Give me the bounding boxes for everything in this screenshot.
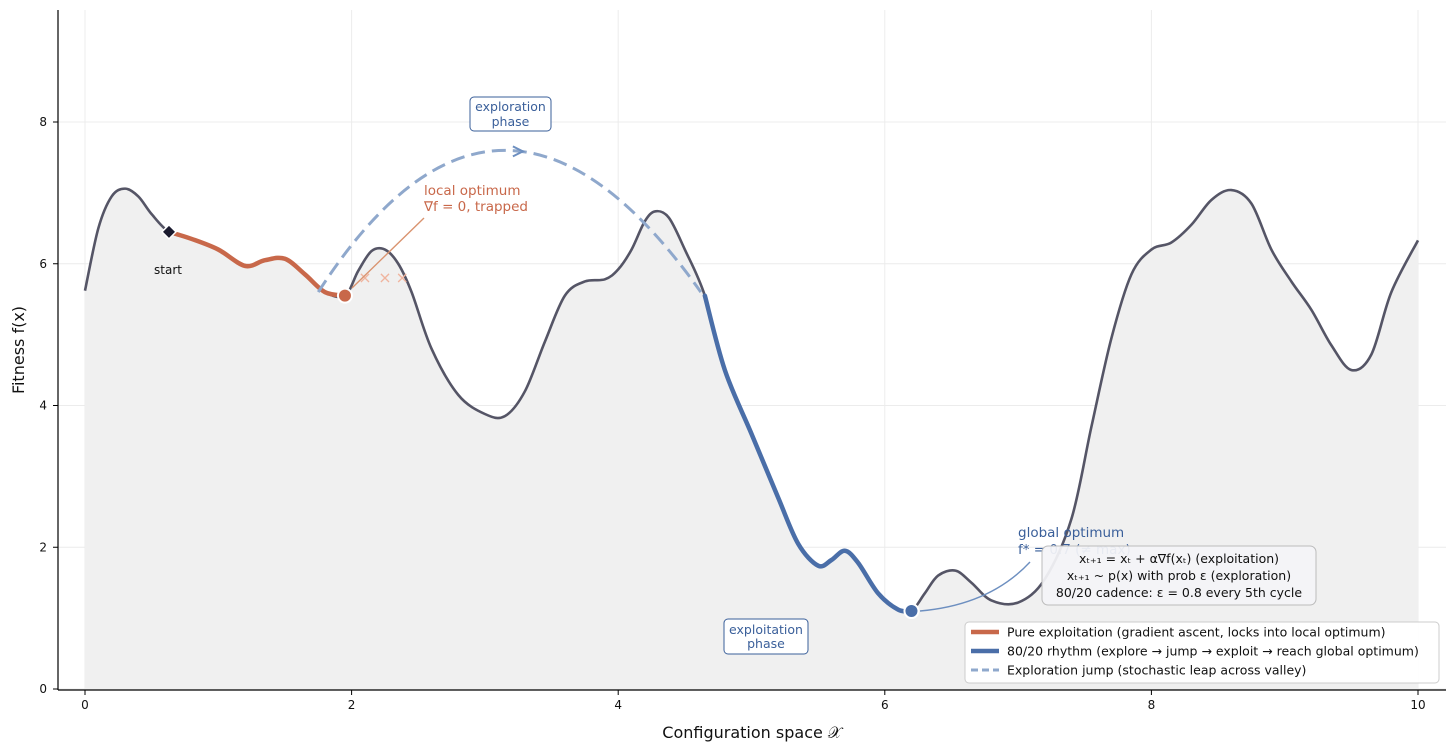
legend: Pure exploitation (gradient ascent, lock… — [964, 621, 1440, 684]
axes — [57, 10, 1446, 691]
axis-ticks: 0 2 4 6 8 10 0 2 4 6 8 — [39, 115, 1425, 712]
pure-exploitation-segment — [166, 229, 348, 298]
local-optimum-label-line1: local optimum — [424, 183, 520, 199]
global-optimum-connector — [919, 561, 1031, 612]
exploration-phase-line2: phase — [492, 114, 530, 129]
x-axis-label: Configuration space 𝒳 — [662, 723, 844, 742]
y-tick-label: 8 — [39, 115, 47, 129]
y-tick-label: 0 — [39, 682, 47, 696]
formula-line3: 80/20 cadence: ε = 0.8 every 5th cycle — [1056, 585, 1303, 600]
exploration-jump-curve — [317, 149, 703, 293]
start-marker — [160, 223, 178, 240]
exploration-phase-line1: exploration — [475, 99, 546, 114]
local-optimum-connector — [351, 217, 425, 289]
global-optimum-marker — [903, 603, 920, 620]
x-tick-label: 8 — [1148, 698, 1156, 712]
formula-box: xₜ₊₁ = xₜ + α∇f(xₜ) (exploitation) xₜ₊₁ … — [1041, 545, 1317, 606]
exploitation-phase-line1: exploitation — [729, 622, 803, 637]
failed-attempt-marker: × — [378, 268, 391, 287]
exploration-jump-arrowhead — [512, 145, 526, 158]
formula-line2: xₜ₊₁ ~ p(x) with prob ε (exploration) — [1067, 568, 1291, 583]
y-tick-label: 4 — [39, 399, 47, 413]
start-label: start — [154, 263, 182, 277]
legend-label-rhythm: 80/20 rhythm (explore → jump → exploit →… — [1007, 644, 1419, 659]
exploration-phase-box: exploration phase — [469, 96, 552, 132]
legend-label-exploitation: Pure exploitation (gradient ascent, lock… — [1007, 625, 1386, 640]
y-tick-label: 6 — [39, 257, 47, 271]
local-optimum-label-line2: ∇f = 0, trapped — [423, 199, 528, 215]
exploitation-phase-box: exploitation phase — [723, 618, 809, 655]
y-axis-label: Fitness f(x) — [9, 306, 28, 394]
x-tick-label: 4 — [614, 698, 622, 712]
local-optimum-marker — [336, 287, 353, 304]
global-optimum-label-line1: global optimum — [1018, 525, 1124, 541]
x-tick-label: 2 — [348, 698, 356, 712]
failed-attempt-marker: × — [396, 268, 409, 287]
x-tick-label: 0 — [81, 698, 89, 712]
point-markers: × × × — [160, 223, 920, 620]
x-tick-label: 10 — [1410, 698, 1425, 712]
exploitation-phase-line2: phase — [747, 636, 785, 651]
formula-line1: xₜ₊₁ = xₜ + α∇f(xₜ) (exploitation) — [1079, 551, 1279, 566]
rhythm-exploit-segment — [702, 293, 914, 614]
y-tick-label: 2 — [39, 540, 47, 554]
x-tick-label: 6 — [881, 698, 889, 712]
legend-label-jump: Exploration jump (stochastic leap across… — [1007, 663, 1306, 678]
